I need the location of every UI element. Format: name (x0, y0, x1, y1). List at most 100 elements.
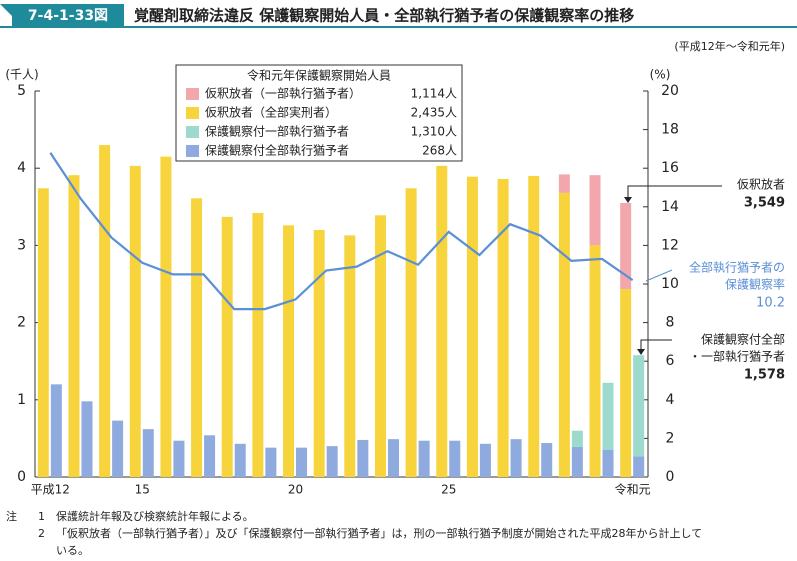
bar (405, 188, 417, 477)
bar (173, 440, 185, 477)
annotation-text: ・一部執行猶予者 (689, 349, 785, 364)
x-tick-label: 平成12 (31, 483, 70, 497)
y-tick-label: 4 (17, 160, 26, 176)
bar (50, 384, 62, 477)
legend-title: 令和元年保護観察開始人員 (247, 68, 391, 83)
legend-label: 仮釈放者（一部執行猶予者） (205, 86, 361, 101)
annotation-text: 全部執行猶予者の (689, 260, 785, 275)
annotation-value: 10.2 (756, 296, 785, 311)
note-number: 2 (38, 527, 45, 540)
y2-label: (%) (650, 68, 671, 82)
bar (589, 175, 601, 246)
header-mark (0, 4, 12, 16)
bar (252, 212, 264, 477)
bar (160, 156, 172, 477)
bar (313, 229, 325, 477)
bar (466, 176, 478, 477)
bar (571, 430, 583, 447)
bar (191, 198, 203, 478)
bar (68, 175, 80, 477)
note-text: いる。 (56, 544, 89, 557)
y2-tick-label: 10 (661, 276, 679, 292)
x-tick-label: 令和元 (615, 482, 651, 497)
bar (326, 446, 338, 477)
legend-value: 1,310人 (411, 125, 457, 139)
legend-swatch (186, 126, 199, 138)
bar (558, 192, 570, 478)
y2-tick-label: 4 (666, 392, 675, 408)
bar (374, 215, 386, 478)
bar (558, 174, 570, 193)
y-tick-label: 0 (17, 469, 26, 485)
bar (81, 401, 93, 477)
title: 覚醒剤取締法違反 保護観察開始人員・全部執行猶予者の保護観察率の推移 (134, 7, 634, 25)
x-tick-label: 25 (441, 483, 456, 497)
annotation-value: 3,549 (744, 196, 785, 211)
annotation-value: 1,578 (744, 368, 785, 383)
y2-tick-label: 18 (661, 122, 679, 138)
note-text: 「仮釈放者（一部執行猶予者）」及び「保護観察付一部執行猶予者」は，刑の一部執行猶… (56, 526, 702, 540)
legend-label: 保護観察付一部執行猶予者 (205, 124, 349, 139)
bar (633, 456, 645, 477)
y2-tick-label: 12 (661, 237, 679, 253)
bar (112, 420, 124, 477)
bar (449, 440, 461, 477)
y2-tick-label: 0 (666, 469, 675, 485)
legend-swatch (186, 107, 199, 119)
legend-label: 仮釈放者（全部実刑者） (205, 105, 337, 120)
bar (436, 165, 448, 477)
x-tick-label: 20 (288, 483, 303, 497)
bar (497, 179, 509, 477)
bar (221, 216, 233, 477)
bar (528, 175, 540, 478)
annotation-leader (645, 269, 673, 282)
legend-value: 1,114人 (411, 87, 457, 101)
bar (234, 443, 246, 477)
bar (99, 145, 111, 478)
bar (129, 165, 141, 477)
bar (142, 429, 154, 477)
annotation-arrow (627, 185, 722, 200)
y2-tick-label: 2 (666, 430, 675, 446)
bar (204, 435, 216, 477)
bar (589, 245, 601, 477)
figure-no: 7-4-1-33図 (28, 8, 108, 24)
legend-box (175, 64, 463, 162)
bar (387, 439, 399, 477)
legend-value: 2,435人 (411, 106, 457, 120)
notes-label: 注 (6, 509, 17, 523)
bar (283, 225, 295, 477)
y-tick-label: 3 (17, 237, 26, 253)
annotation-arrow (640, 339, 672, 352)
subtitle: (平成12年～令和元年) (674, 39, 785, 53)
legend-label: 保護観察付全部執行猶予者 (205, 143, 349, 158)
bar (602, 382, 614, 450)
bar (296, 447, 308, 477)
y-label: (千人) (5, 68, 38, 82)
y2-tick-label: 6 (666, 353, 675, 369)
annotation-text: 保護観察付全部 (701, 332, 785, 347)
annotation-arrow (637, 349, 645, 355)
bar (418, 440, 430, 477)
bar (541, 443, 553, 477)
y-tick-label: 2 (17, 315, 26, 331)
rate-line (49, 152, 634, 311)
annotation-arrow (624, 197, 632, 203)
bar (633, 355, 645, 457)
bar (265, 447, 277, 477)
y-tick-label: 1 (17, 392, 26, 408)
bar (602, 449, 614, 477)
note-number: 1 (38, 510, 45, 523)
annotation-text: 保護観察率 (725, 277, 785, 292)
bar (344, 235, 356, 477)
y2-tick-label: 20 (661, 83, 679, 99)
bar (571, 446, 583, 477)
annotation-text: 仮釈放者 (737, 177, 785, 192)
y-tick-label: 5 (17, 83, 26, 99)
legend-value: 268人 (422, 144, 457, 158)
y2-tick-label: 14 (661, 199, 679, 215)
bar (620, 203, 632, 290)
y2-tick-label: 16 (661, 160, 679, 176)
legend-swatch (186, 88, 199, 100)
